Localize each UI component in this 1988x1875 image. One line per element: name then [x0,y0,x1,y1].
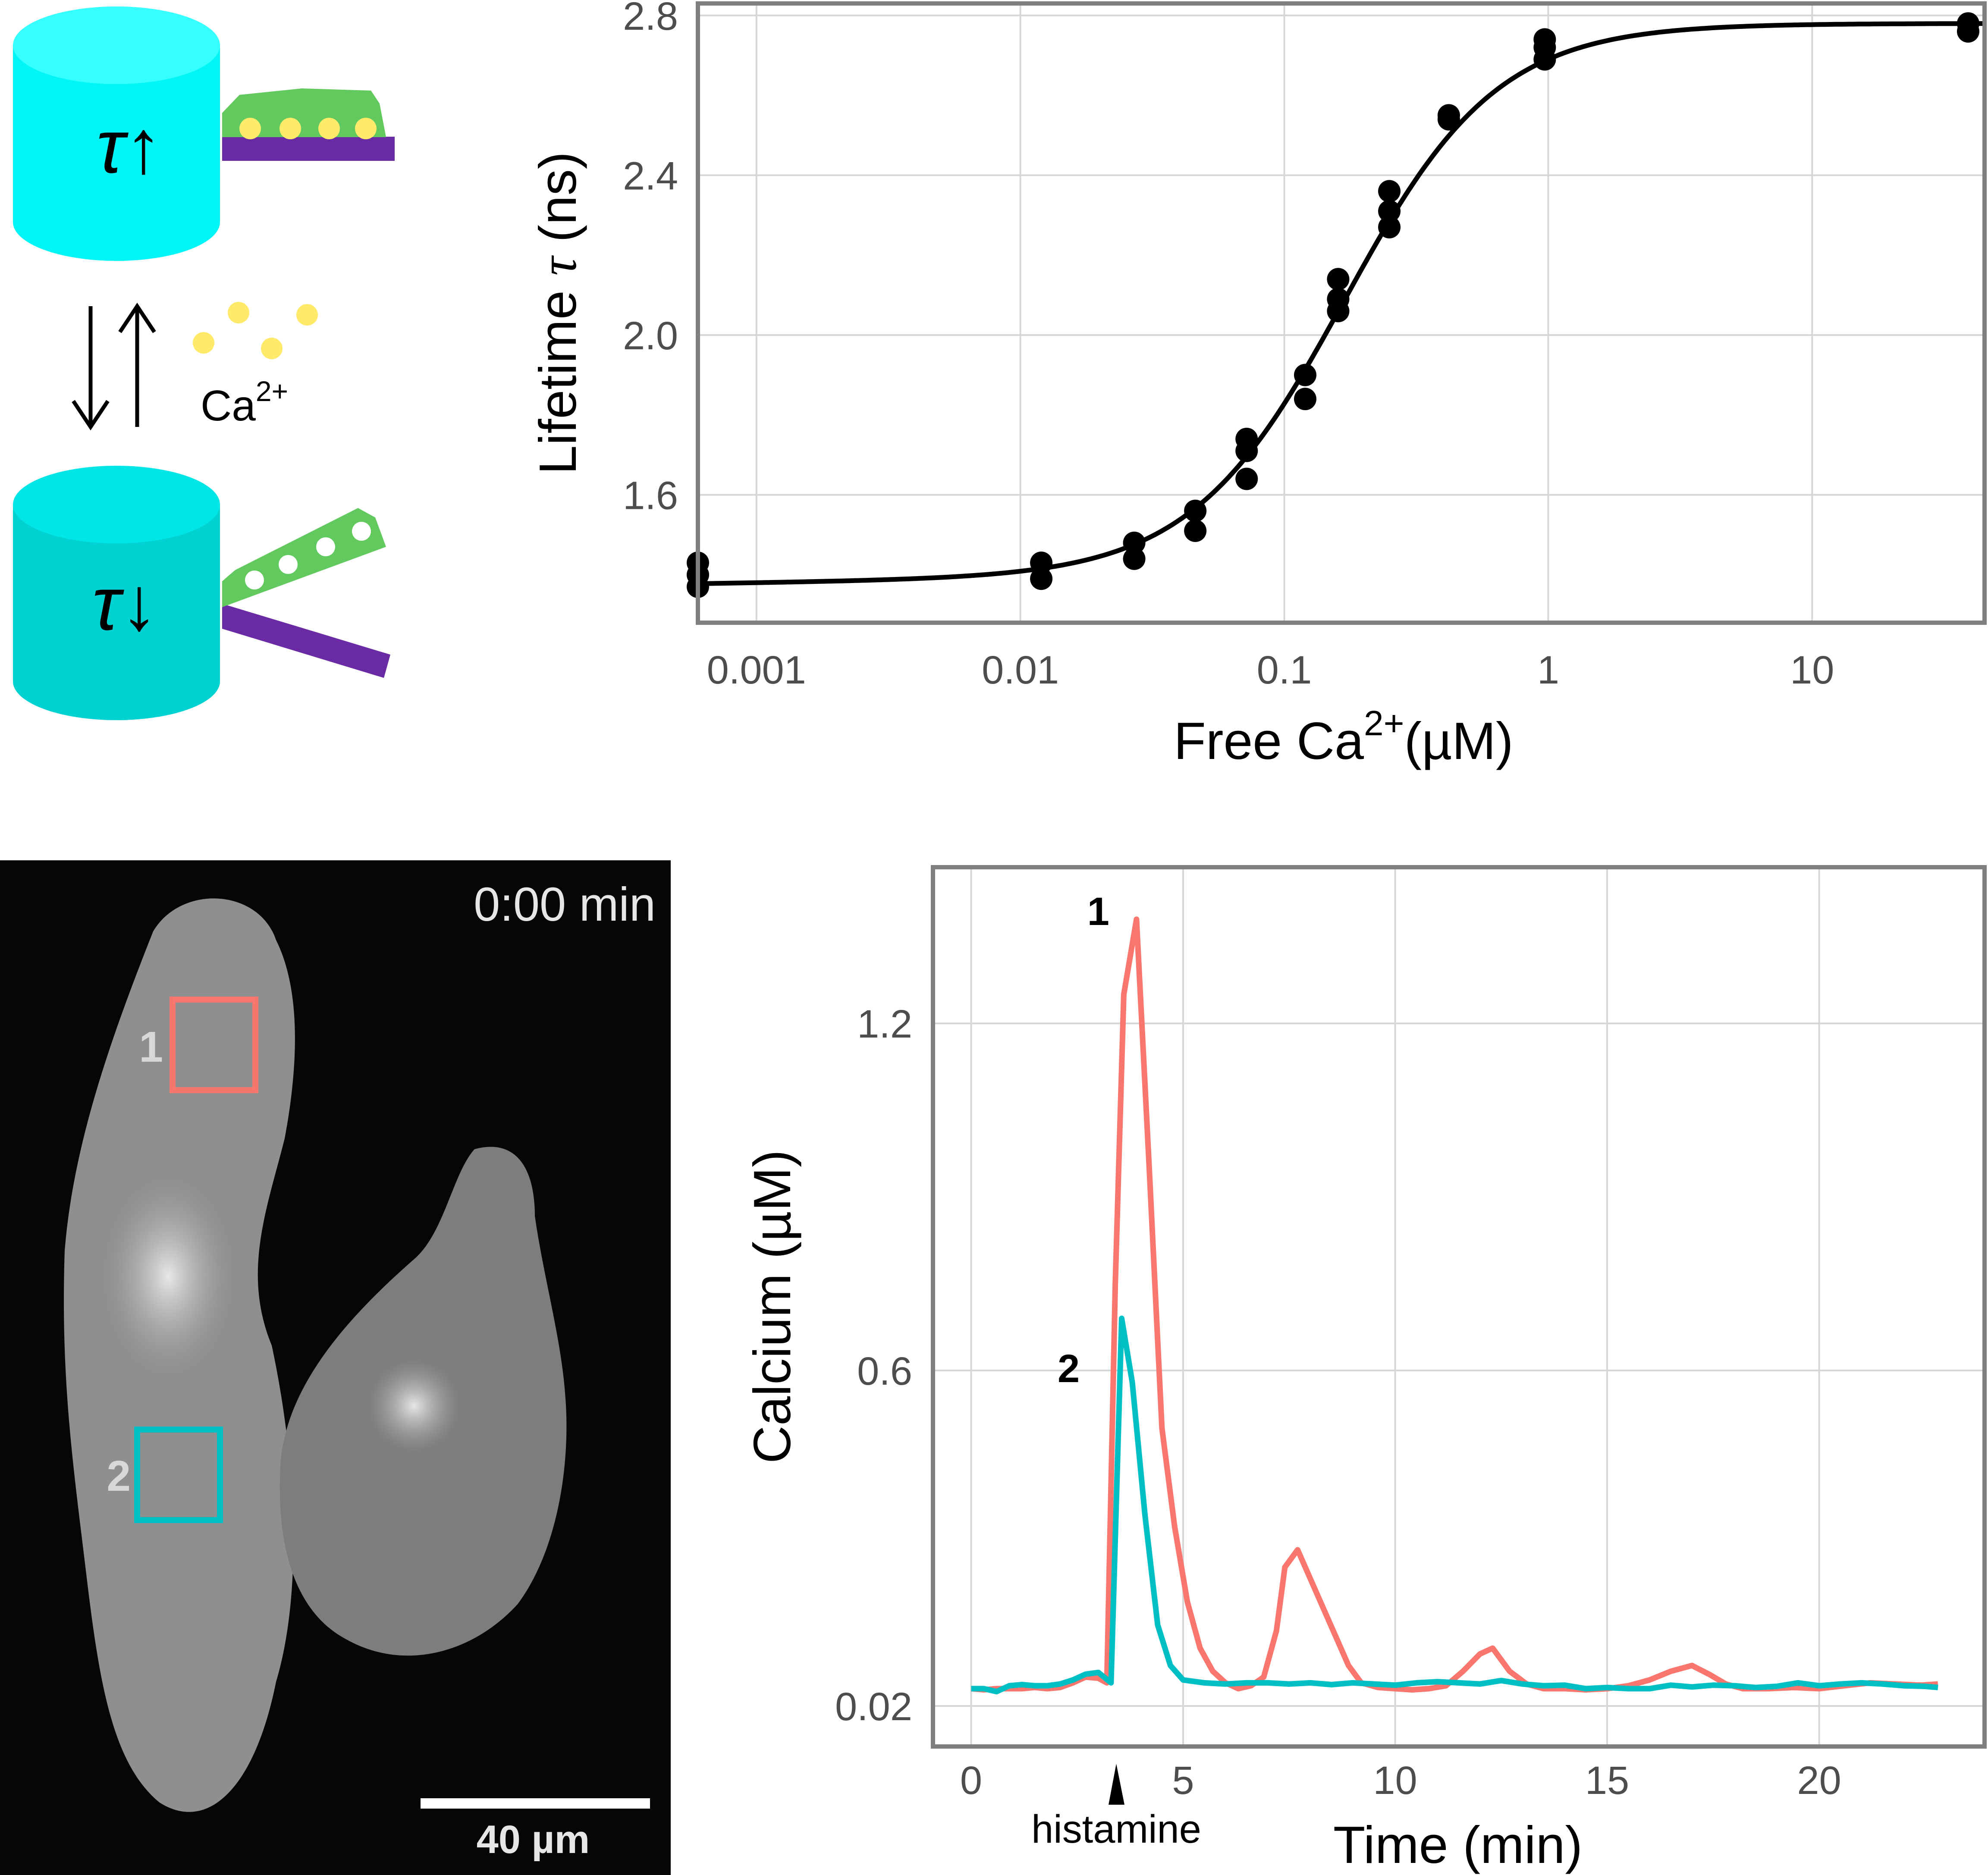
histamine-arrowhead [1109,1764,1124,1805]
sensor-cylinder-bound [13,6,220,261]
chart1-data-point [1437,108,1460,131]
histamine-annotation-label: histamine [1031,1807,1201,1851]
chart2-series-line-2 [971,1315,1938,1695]
chart1-y-tick-label: 1.6 [623,474,678,518]
chart2-y-tick-label: 0.02 [835,1685,912,1729]
chart1-data-point [1030,552,1053,574]
chart2-series-line-1 [970,916,1938,1693]
chart1-data-point [1235,467,1258,490]
chart1-y-axis-title: Lifetime τ (ns) [528,152,587,475]
chart1-data-point [1184,519,1207,542]
bright-region-2 [367,1358,462,1453]
chart1-data-point [1235,439,1258,462]
chart1-frame [696,1,1987,625]
chart2-panel [933,867,1985,1746]
sensor-cylinder-unbound [13,466,220,720]
chart1-x-tick-label: 0.1 [1257,648,1312,692]
chart2-series-labels: 12 [1058,890,1109,1391]
green-cap-bound [222,88,386,137]
chart1-data-point [1030,568,1053,590]
roi-2-label: 2 [107,1452,131,1500]
chart1-x-tick-label: 10 [1790,648,1834,692]
chart1-data-point [1294,364,1316,386]
chart1-data-point [1957,20,1979,43]
roi-1-box [170,997,258,1093]
chart2-x-tick-labels: 0 5 10 15 20 [960,1759,1841,1803]
scale-bar-label: 40 µm [477,1818,590,1862]
purple-bar-bound [222,137,395,161]
chart1-x-tick-labels: 0.001 0.01 0.1 1 10 [707,648,1834,692]
calcium-ion-label: Ca2+ [201,375,288,430]
chart1-data-point [1378,180,1401,203]
chart1-y-tick-labels: 1.6 2.0 2.4 2.8 [623,0,678,518]
chart2-series-label-1: 1 [1087,890,1109,934]
chart2-frame [931,865,1987,1749]
bright-region-1 [104,1177,233,1376]
chart1-data-point [1378,216,1401,238]
chart2-y-tick-label: 0.6 [857,1349,912,1393]
chart1-data-point [1294,388,1316,411]
scale-bar [421,1798,650,1809]
chart1-gridlines [698,3,1985,623]
cell-micrograph: 1 2 0:00 min 40 µm [0,860,671,1875]
chart1-y-tick-label: 2.8 [623,0,678,38]
chart2-y-tick-label: 1.2 [857,1002,912,1046]
chart2-x-tick-label: 15 [1585,1759,1629,1803]
purple-bar-unbound [222,604,390,678]
chart1-data-point [1533,48,1556,71]
chart1-data-point [1378,200,1401,223]
chart2-x-axis-title: Time (min) [1333,1815,1583,1874]
bound-lifetime-label: τ↑ [97,105,163,189]
chart1-data-point [1327,300,1350,323]
chart1-data-point [1123,547,1146,570]
chart2-y-tick-labels: 0.02 0.6 1.2 [835,1002,912,1729]
calcium-sensor-schematic: τ↑ Ca2+ τ↓ [13,6,395,720]
calcium-time-course-chart: 0 5 10 15 20 0.020.61.2 12 histamine Time (m… [743,865,1987,1874]
chart2-series-label-2: 2 [1058,1347,1080,1391]
free-calcium-ions [193,302,318,359]
calcium-ions-bound [239,118,377,139]
roi-2-box [134,1427,223,1523]
unbound-lifetime-label: τ↓ [92,562,158,646]
time-stamp-label: 0:00 min [474,878,656,931]
chart1-x-tick-label: 0.01 [982,648,1059,692]
chart1-x-tick-label: 0.001 [707,648,806,692]
chart1-x-tick-label: 1 [1537,648,1559,692]
chart2-series-lines [970,916,1938,1695]
chart1-y-tick-label: 2.4 [623,154,678,198]
chart1-data-point [1327,268,1350,291]
chart1-y-tick-label: 2.0 [623,314,678,358]
lifetime-calibration-chart: 0.001 0.01 0.1 1 10 1.6 2.0 2.4 2.8 Free Ca2+(µ… [528,0,1987,770]
chart1-data-point [1123,531,1146,554]
equilibrium-arrows [72,302,156,431]
chart1-data-point [1184,499,1207,522]
chart1-x-axis-title: Free Ca2+(µM) [1174,704,1513,770]
calcium-binding-pockets [245,522,371,589]
chart2-y-axis-title: Calcium (µM) [743,1150,801,1464]
chart2-x-tick-label: 20 [1797,1759,1841,1803]
chart1-data-points [687,12,1979,598]
roi-1-label: 1 [139,1023,163,1071]
chart2-gridlines [933,867,1985,1746]
chart2-x-tick-label: 5 [1172,1759,1194,1803]
chart2-x-tick-label: 10 [1373,1759,1417,1803]
chart2-x-tick-label: 0 [960,1759,982,1803]
